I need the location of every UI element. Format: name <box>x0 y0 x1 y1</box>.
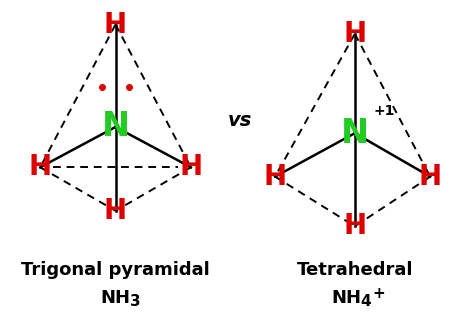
Text: N: N <box>101 111 129 143</box>
Text: NH: NH <box>330 289 360 307</box>
Text: Trigonal pyramidal: Trigonal pyramidal <box>21 261 209 279</box>
Text: +1: +1 <box>373 104 394 118</box>
Text: H: H <box>263 163 286 191</box>
Text: 4: 4 <box>360 294 370 309</box>
Text: H: H <box>418 163 441 191</box>
Text: H: H <box>179 153 202 181</box>
Text: Tetrahedral: Tetrahedral <box>296 261 412 279</box>
Text: 3: 3 <box>130 294 140 309</box>
Text: H: H <box>29 153 52 181</box>
Text: vs: vs <box>227 111 251 130</box>
Text: H: H <box>343 20 366 48</box>
Text: H: H <box>104 10 127 39</box>
Text: H: H <box>343 212 366 240</box>
Text: NH: NH <box>100 289 130 307</box>
Text: N: N <box>340 117 368 150</box>
Text: H: H <box>104 197 127 225</box>
Text: +: + <box>372 287 385 301</box>
